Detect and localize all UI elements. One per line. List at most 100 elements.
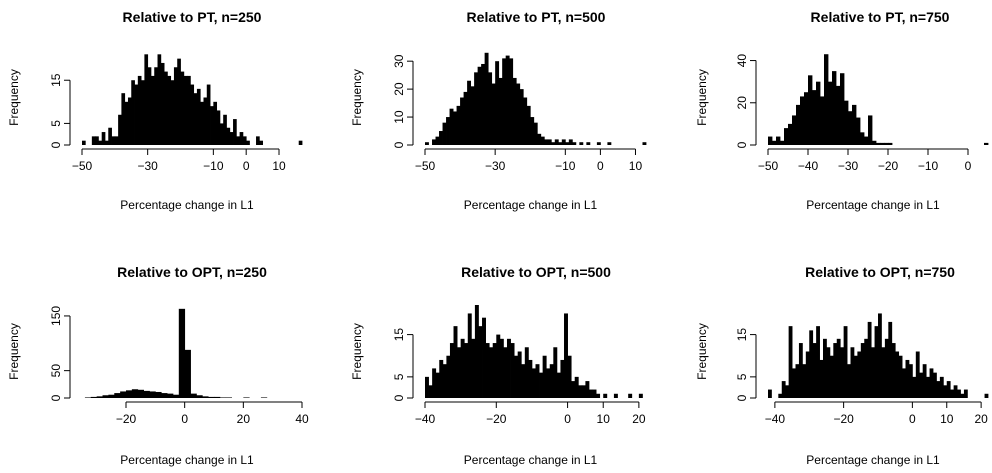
panel-1: Relative to PT, n=250 −50 −30 −10 0 10 0 5 15 Per… bbox=[7, 9, 303, 212]
histogram-bar bbox=[124, 101, 129, 145]
chart-title: Relative to OPT, n=250 bbox=[117, 264, 267, 280]
histogram-bar bbox=[200, 101, 204, 145]
histogram-bar bbox=[150, 75, 155, 145]
histogram-bar bbox=[788, 326, 793, 398]
y-tick-label: 0 bbox=[49, 394, 63, 401]
histogram-bar bbox=[90, 396, 98, 398]
histogram-bar bbox=[502, 58, 507, 145]
histogram-bar bbox=[177, 58, 181, 145]
histogram-bar bbox=[544, 139, 549, 145]
histogram-bar bbox=[489, 347, 494, 398]
histogram-bar bbox=[778, 393, 783, 398]
y-tick-label: 5 bbox=[392, 373, 406, 380]
histogram-bar bbox=[884, 338, 889, 398]
x-tick-label: 0 bbox=[909, 412, 916, 426]
histogram-bar bbox=[449, 343, 454, 398]
histogram-bar bbox=[850, 347, 855, 398]
histogram-bar bbox=[432, 368, 437, 398]
histogram-bar bbox=[832, 71, 837, 145]
histogram-bar bbox=[531, 368, 536, 398]
histogram-bar bbox=[492, 343, 497, 398]
y-tick-label: 10 bbox=[392, 110, 406, 124]
histogram-bar bbox=[984, 142, 989, 145]
x-tick-label: 10 bbox=[272, 159, 286, 173]
histogram-bar bbox=[160, 62, 165, 146]
histogram-bar bbox=[120, 391, 127, 398]
histogram-bar bbox=[884, 142, 889, 145]
histogram-bar bbox=[613, 393, 618, 398]
histogram-bar bbox=[242, 136, 247, 145]
histogram-bar bbox=[946, 381, 951, 398]
x-axis-label: Percentage change in L1 bbox=[464, 198, 598, 212]
histogram-bar bbox=[521, 364, 526, 398]
histogram-bar bbox=[488, 72, 493, 145]
x-tick-label: 20 bbox=[974, 412, 988, 426]
histogram-bar bbox=[878, 313, 882, 398]
histogram-bar bbox=[514, 355, 519, 398]
panel-2: Relative to PT, n=500 −50 −30 −10 0 10 0 10 20 30… bbox=[350, 9, 647, 212]
histogram-bar bbox=[193, 93, 198, 145]
histogram-bar bbox=[554, 139, 559, 145]
x-tick-label: −20 bbox=[116, 412, 137, 426]
histogram-bar bbox=[539, 372, 544, 398]
histogram-bar bbox=[586, 142, 591, 145]
histogram-bar bbox=[509, 58, 514, 145]
histogram-bar bbox=[796, 104, 801, 145]
x-tick-label: −50 bbox=[758, 159, 779, 173]
y-tick-label: 5 bbox=[49, 120, 63, 127]
histogram-bar bbox=[143, 390, 150, 398]
histogram-bar bbox=[155, 391, 162, 398]
histogram-bar bbox=[857, 351, 862, 398]
histogram-bar bbox=[190, 393, 197, 398]
histogram-bar bbox=[184, 349, 191, 398]
y-tick-label: 0 bbox=[392, 394, 406, 401]
histogram-bar bbox=[131, 389, 139, 398]
histogram-bar bbox=[236, 136, 241, 145]
histogram-bar bbox=[111, 136, 116, 145]
histogram-bar bbox=[867, 321, 872, 398]
histogram-bar bbox=[223, 114, 227, 145]
histogram-bar bbox=[170, 80, 175, 145]
histogram-bar bbox=[772, 140, 777, 145]
histogram-bar bbox=[298, 140, 303, 145]
histogram-bar bbox=[530, 117, 535, 145]
histogram-bar bbox=[446, 117, 450, 145]
chart-title: Relative to OPT, n=500 bbox=[461, 264, 611, 280]
histogram-bar bbox=[780, 140, 785, 145]
histogram-bar bbox=[157, 54, 162, 145]
histogram-bar bbox=[446, 355, 451, 398]
histogram-bar bbox=[781, 381, 786, 398]
histogram-bar bbox=[137, 389, 144, 398]
histogram-bar bbox=[556, 372, 561, 398]
histogram-bar bbox=[768, 136, 773, 145]
x-tick-label: 10 bbox=[940, 412, 954, 426]
histogram-bar bbox=[788, 123, 793, 145]
histogram-bar bbox=[442, 122, 447, 145]
x-tick-label: −20 bbox=[878, 159, 899, 173]
histogram-bar bbox=[442, 364, 447, 398]
histogram-bar bbox=[908, 364, 913, 398]
histogram-bar bbox=[474, 72, 479, 145]
y-axis-label: Frequency bbox=[350, 69, 364, 126]
histogram-bar bbox=[506, 338, 511, 398]
histogram-bar bbox=[202, 396, 209, 398]
histogram-bar bbox=[484, 52, 489, 145]
histogram-bar bbox=[432, 139, 436, 145]
histogram-bar bbox=[565, 142, 570, 145]
histogram-bar bbox=[561, 139, 566, 145]
y-tick-label: 150 bbox=[49, 306, 63, 326]
histogram-bar bbox=[505, 55, 510, 146]
histogram-bar bbox=[510, 343, 515, 398]
histogram-bar bbox=[477, 66, 482, 145]
histogram-bar bbox=[905, 359, 910, 398]
histogram-bar bbox=[553, 347, 558, 398]
histogram-bar bbox=[154, 67, 158, 145]
histogram-bar bbox=[118, 114, 122, 145]
histogram-bar bbox=[485, 343, 490, 398]
panel-4: Relative to OPT, n=250 −20 0 20 40 0 50 150 Perc… bbox=[7, 264, 309, 467]
histogram-bar bbox=[840, 73, 845, 145]
histogram-bar bbox=[792, 368, 796, 398]
histogram-bar bbox=[226, 127, 231, 145]
histogram-bar bbox=[519, 89, 524, 145]
histogram-bar bbox=[943, 385, 948, 398]
